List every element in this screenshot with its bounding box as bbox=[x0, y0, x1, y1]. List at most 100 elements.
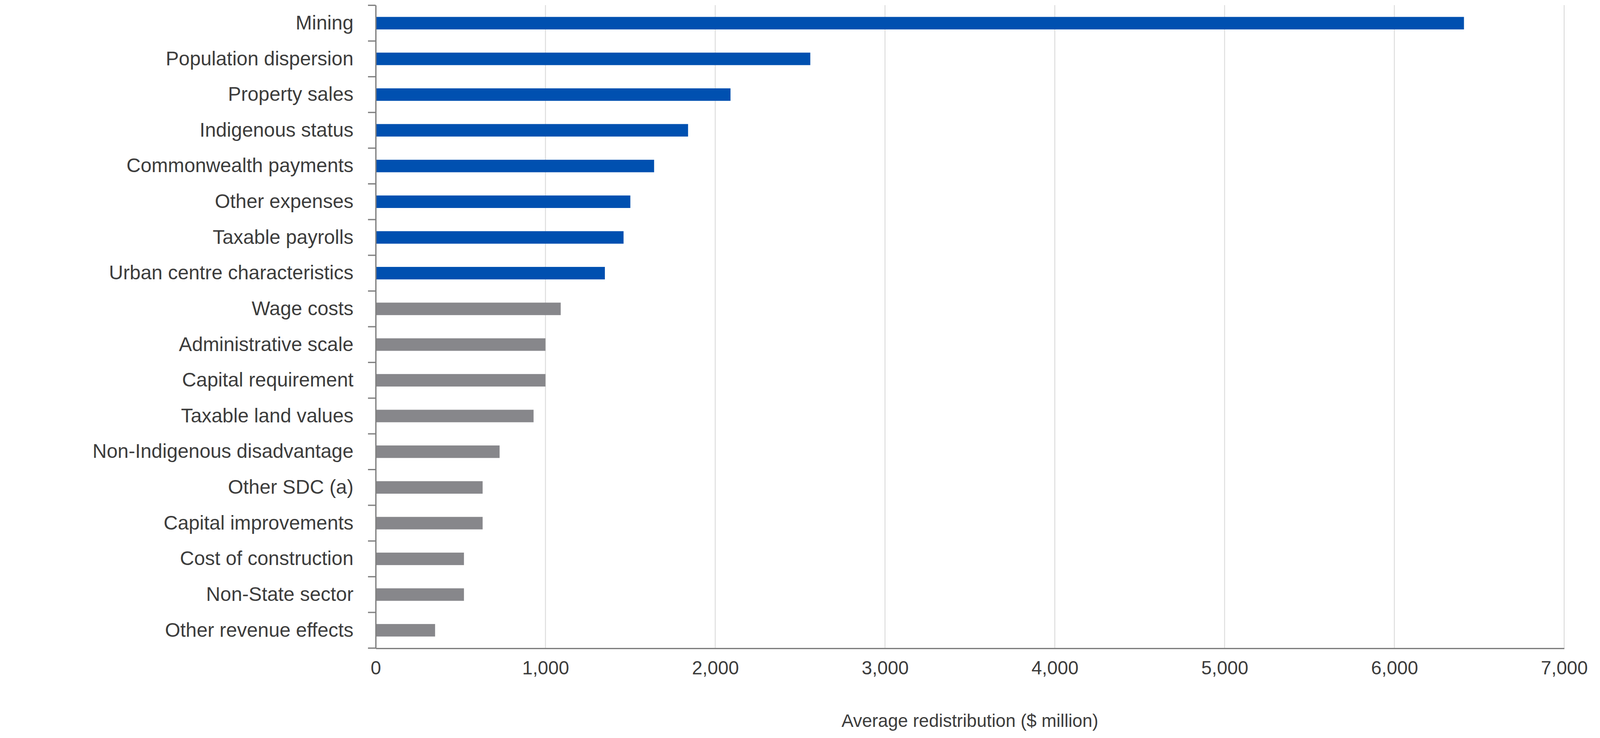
grid-line bbox=[1563, 5, 1565, 649]
y-tick-label: Cost of construction bbox=[179, 546, 354, 570]
y-tick: Other expenses bbox=[214, 189, 376, 213]
y-tick-label: Population dispersion bbox=[165, 47, 354, 70]
y-tick-label: Other expenses bbox=[214, 189, 354, 213]
x-tick: 2,000 bbox=[691, 648, 739, 678]
category-separator bbox=[367, 290, 376, 292]
category-separator bbox=[367, 4, 376, 6]
y-tick: Non-Indigenous disadvantage bbox=[92, 439, 376, 462]
category-separator bbox=[367, 326, 376, 328]
plot: 0 1,000 2,000 3,000 4,000 5,000 6,000 7,000 Mini… bbox=[92, 5, 1589, 678]
bar bbox=[375, 195, 631, 208]
x-tick: 6,000 bbox=[1371, 648, 1419, 678]
y-tick-label: Taxable payrolls bbox=[212, 225, 354, 249]
y-tick: Other SDC (a) bbox=[227, 475, 376, 498]
bar bbox=[375, 302, 561, 316]
bar bbox=[375, 373, 546, 387]
category-separator bbox=[367, 540, 376, 542]
grid-line bbox=[1224, 5, 1226, 649]
y-tick-label: Urban centre characteristics bbox=[108, 261, 354, 284]
y-tick: Capital improvements bbox=[163, 511, 376, 534]
y-tick-label: Other SDC (a) bbox=[227, 475, 354, 498]
y-tick-label: Indigenous status bbox=[199, 118, 354, 141]
x-tick: 0 bbox=[370, 648, 381, 678]
bar bbox=[375, 159, 655, 173]
y-tick: Mining bbox=[295, 11, 376, 34]
y-tick: Urban centre characteristics bbox=[108, 261, 376, 284]
y-tick: Property sales bbox=[227, 82, 376, 106]
grid-line bbox=[1054, 5, 1056, 649]
grid-line bbox=[545, 5, 546, 649]
category-separator bbox=[367, 147, 376, 149]
category-separator bbox=[367, 75, 376, 78]
y-tick: Wage costs bbox=[251, 297, 376, 320]
x-tick-label: 3,000 bbox=[861, 656, 909, 678]
y-tick-label: Non-State sector bbox=[206, 582, 354, 605]
y-tick-label: Administrative scale bbox=[178, 332, 354, 356]
category-separator bbox=[367, 183, 376, 185]
category-separator bbox=[367, 504, 376, 506]
y-tick: Taxable land values bbox=[181, 404, 376, 427]
grid-line bbox=[714, 5, 716, 649]
y-tick-label: Capital requirement bbox=[182, 368, 354, 391]
x-tick-label: 6,000 bbox=[1371, 656, 1419, 678]
y-tick: Commonwealth payments bbox=[126, 154, 376, 177]
bar bbox=[375, 516, 483, 529]
x-tick-label: 7,000 bbox=[1540, 656, 1588, 678]
y-tick-label: Taxable land values bbox=[181, 404, 354, 427]
y-tick: Other revenue effects bbox=[164, 618, 376, 641]
category-separator bbox=[367, 397, 376, 399]
grid-line bbox=[884, 5, 886, 649]
bar bbox=[375, 52, 811, 65]
y-tick: Non-State sector bbox=[206, 582, 376, 605]
bar bbox=[375, 338, 546, 351]
x-tick: 1,000 bbox=[522, 648, 570, 678]
category-separator bbox=[367, 254, 376, 256]
x-tick: 3,000 bbox=[861, 648, 909, 678]
bar bbox=[375, 409, 534, 422]
y-axis: Mining Population dispersion Property sale… bbox=[92, 5, 377, 649]
y-tick-label: Non-Indigenous disadvantage bbox=[92, 439, 354, 462]
y-tick: Cost of construction bbox=[179, 546, 376, 570]
category-separator bbox=[367, 611, 376, 613]
category-separator bbox=[367, 218, 376, 221]
bar bbox=[375, 17, 1464, 30]
bar bbox=[375, 266, 605, 280]
category-separator bbox=[367, 647, 376, 649]
bar bbox=[375, 230, 624, 244]
x-tick: 7,000 bbox=[1540, 648, 1588, 678]
x-tick-label: 2,000 bbox=[691, 656, 739, 678]
y-tick: Administrative scale bbox=[178, 332, 376, 356]
x-tick: 4,000 bbox=[1031, 648, 1079, 678]
x-axis-line bbox=[376, 647, 1565, 649]
y-tick-label: Wage costs bbox=[251, 297, 354, 320]
x-tick-label: 4,000 bbox=[1031, 656, 1079, 678]
x-axis: 0 1,000 2,000 3,000 4,000 5,000 6,000 7,000 bbox=[370, 648, 1588, 678]
category-separator bbox=[367, 111, 376, 114]
category-separator bbox=[367, 432, 376, 435]
bar bbox=[375, 623, 436, 637]
category-separator bbox=[367, 40, 376, 42]
grid-line bbox=[1393, 5, 1395, 649]
bar bbox=[375, 88, 731, 101]
y-tick-label: Capital improvements bbox=[163, 511, 354, 534]
category-separators bbox=[367, 5, 376, 648]
bar bbox=[375, 123, 689, 137]
category-separator bbox=[367, 575, 376, 578]
category-separator bbox=[367, 361, 376, 363]
x-tick-label: 5,000 bbox=[1201, 656, 1249, 678]
y-tick-label: Other revenue effects bbox=[164, 618, 354, 641]
bar bbox=[375, 445, 500, 458]
y-tick: Capital requirement bbox=[182, 368, 376, 391]
y-tick-label: Commonwealth payments bbox=[126, 154, 354, 177]
bars bbox=[375, 17, 1464, 637]
category-separator bbox=[367, 468, 376, 471]
y-tick-label: Property sales bbox=[227, 82, 354, 106]
x-tick: 5,000 bbox=[1201, 648, 1249, 678]
chart: 0 1,000 2,000 3,000 4,000 5,000 6,000 7,000 Mini… bbox=[0, 0, 1600, 738]
y-tick: Population dispersion bbox=[165, 47, 376, 70]
bar bbox=[375, 552, 465, 565]
bar bbox=[375, 481, 483, 494]
x-axis-title: Average redistribution ($ million) bbox=[841, 710, 1099, 731]
y-tick: Taxable payrolls bbox=[212, 225, 376, 249]
y-tick-label: Mining bbox=[295, 11, 354, 34]
